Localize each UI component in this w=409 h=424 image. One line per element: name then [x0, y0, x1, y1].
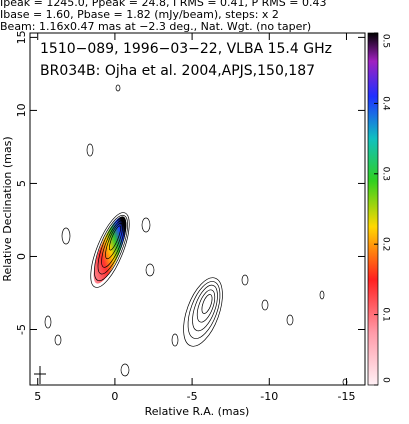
colorbar-tick-label: 0.1 — [381, 307, 391, 321]
colorbar-tick-label: 0.2 — [381, 237, 391, 251]
y-tick-label: 0 — [15, 253, 28, 260]
y-tick-label: 10 — [15, 103, 28, 117]
plot-frame — [29, 32, 366, 386]
x-tick-label: 5 — [34, 390, 41, 403]
header-line: Ibase = 1.60, Pbase = 1.82 (mJy/beam), s… — [0, 8, 279, 21]
y-tick-label: 5 — [15, 180, 28, 187]
colorbar-tick-label: 0 — [381, 377, 391, 383]
annotation: 1510−089, 1996−03−22, VLBA 15.4 GHz — [40, 41, 332, 57]
x-tick-label: -5 — [187, 390, 198, 403]
annotation: BR034B: Ojha et al. 2004,APJS,150,187 — [40, 63, 315, 79]
x-tick-label: 0 — [111, 390, 118, 403]
y-axis-label: Relative Declination (mas) — [1, 136, 14, 281]
colorbar-tick-label: 0.4 — [381, 96, 391, 111]
colorbar — [367, 32, 379, 386]
y-tick-label: -5 — [15, 324, 28, 335]
header-line: Beam: 1.16x0.47 mas at −2.3 deg., Nat. W… — [0, 20, 311, 33]
colorbar-tick-label: 0.3 — [381, 167, 391, 181]
x-tick-label: -10 — [260, 390, 278, 403]
x-axis-label: Relative R.A. (mas) — [145, 405, 250, 418]
colorbar-tick-label: 0.5 — [381, 34, 391, 48]
contours — [34, 84, 348, 386]
header-line: Ipeak = 1245.0, Ppeak = 24.8, I RMS = 0.… — [0, 0, 327, 9]
y-tick-label: 15 — [15, 30, 28, 44]
x-tick-label: -15 — [337, 390, 355, 403]
